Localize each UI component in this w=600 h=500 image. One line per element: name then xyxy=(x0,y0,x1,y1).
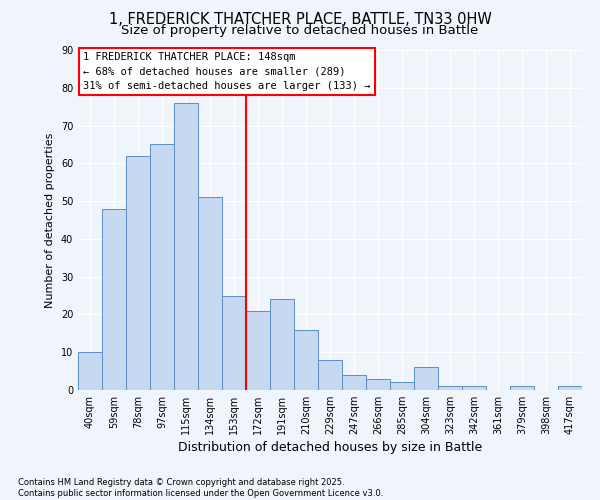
Bar xyxy=(270,300,294,390)
Text: Size of property relative to detached houses in Battle: Size of property relative to detached ho… xyxy=(121,24,479,37)
Bar xyxy=(102,208,126,390)
Text: Contains HM Land Registry data © Crown copyright and database right 2025.
Contai: Contains HM Land Registry data © Crown c… xyxy=(18,478,383,498)
Text: 1, FREDERICK THATCHER PLACE, BATTLE, TN33 0HW: 1, FREDERICK THATCHER PLACE, BATTLE, TN3… xyxy=(109,12,491,28)
X-axis label: Distribution of detached houses by size in Battle: Distribution of detached houses by size … xyxy=(178,441,482,454)
Bar xyxy=(174,103,198,390)
Bar xyxy=(246,310,270,390)
Bar xyxy=(198,198,222,390)
Bar xyxy=(222,296,246,390)
Bar xyxy=(294,330,318,390)
Bar xyxy=(342,375,366,390)
Bar xyxy=(558,386,582,390)
Bar xyxy=(414,368,438,390)
Bar xyxy=(510,386,534,390)
Bar xyxy=(126,156,150,390)
Bar xyxy=(318,360,342,390)
Bar xyxy=(150,144,174,390)
Bar xyxy=(390,382,414,390)
Y-axis label: Number of detached properties: Number of detached properties xyxy=(45,132,55,308)
Bar xyxy=(366,378,390,390)
Bar xyxy=(78,352,102,390)
Bar xyxy=(438,386,462,390)
Text: 1 FREDERICK THATCHER PLACE: 148sqm
← 68% of detached houses are smaller (289)
31: 1 FREDERICK THATCHER PLACE: 148sqm ← 68%… xyxy=(83,52,371,92)
Bar xyxy=(462,386,486,390)
